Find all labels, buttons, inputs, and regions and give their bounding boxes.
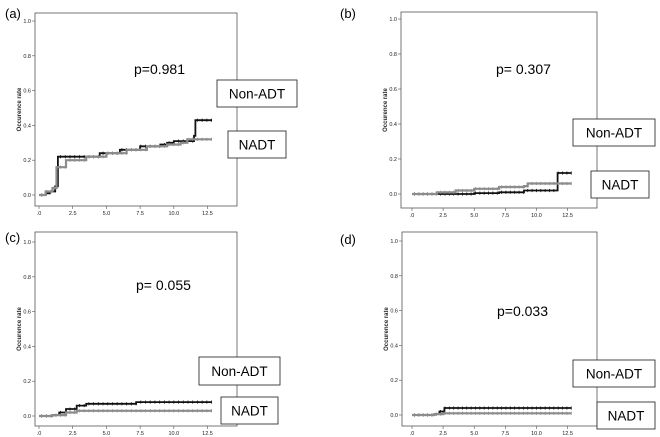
legend-box [572,359,656,388]
x-tick-label: 5.0 [103,211,111,217]
y-tick-label: 0.4 [23,123,31,129]
x-tick-label: 2.5 [439,431,447,437]
y-tick-label: 0.6 [390,309,398,315]
legend-box [572,118,656,147]
p-value-label: p=0.981 [134,61,185,77]
y-tick-label: 0.6 [389,87,397,93]
panel-label: (c) [5,230,20,245]
p-value-label: p= 0.307 [496,61,551,77]
legend-label-nadt: NADT [239,138,276,153]
chart-panel-b: (b) 0.0 0.2 0.4 0.6 0.8 1.0 .0 2.5 5.0 7.5 10.0 12.5… [340,6,656,219]
x-tick-label: 7.5 [136,431,144,437]
y-tick-label: 0.2 [23,158,31,164]
y-tick-label: 0.4 [389,122,397,128]
y-tick-label: 0.4 [23,344,31,350]
y-tick-label: 0.6 [23,310,31,316]
x-tick-label: 10.0 [168,431,179,437]
legend-label-non-adt: Non-ADT [229,87,285,102]
p-value-label: p=0.033 [497,303,548,319]
legend-label-non-adt: Non-ADT [586,126,642,141]
legend-box [596,401,656,430]
series-line-nadt [39,138,212,197]
legend-label-non-adt: Non-ADT [211,364,267,379]
y-axis-label: Occurence rate [17,306,23,350]
x-tick-label: 2.5 [69,211,77,217]
plot-frame [401,231,598,427]
legend-label-nadt: NADT [608,409,645,424]
panel-label: (d) [340,232,356,247]
x-tick-label: 10.0 [531,431,542,437]
legend-box [198,356,281,386]
x-tick-label: 7.5 [502,431,510,437]
x-tick-label: 7.5 [502,213,510,219]
y-axis-label: Occurence rate [383,87,389,131]
y-axis-label: Occurence rate [384,306,390,350]
y-tick-label: 0.4 [390,343,398,349]
x-tick-label: 12.5 [562,431,573,437]
x-tick-label: 5.0 [470,213,478,219]
legend-label-non-adt: Non-ADT [586,367,642,382]
p-value-label: p= 0.055 [136,277,191,293]
legend-box [227,130,287,159]
y-tick-label: 1.0 [23,19,31,25]
plot-frame [400,11,598,209]
y-tick-label: 0.8 [389,52,397,58]
y-tick-label: 0.8 [23,275,31,281]
y-tick-label: 1.0 [23,240,31,246]
y-tick-label: 0.0 [23,414,31,420]
x-tick-label: 10.0 [168,211,179,217]
y-tick-label: 1.0 [390,239,398,245]
y-tick-label: 0.2 [389,157,397,163]
panel-label: (a) [5,6,21,21]
y-axis-label: Occurence rate [17,87,23,131]
y-tick-label: 0.8 [23,54,31,60]
legend-box [590,170,650,199]
series-line-nadt [412,182,572,196]
chart-panel-c: (c) 0.0 0.2 0.4 0.6 0.8 1.0 .0 2.5 5.0 7.5 10.0 12.5… [5,230,281,437]
series-line-non-adt [412,172,572,195]
x-tick-label: .0 [37,431,42,437]
y-tick-label: 0.2 [23,379,31,385]
series-line-nadt [412,412,572,417]
x-tick-label: 12.5 [202,211,213,217]
chart-panel-d: (d) 0.0 0.2 0.4 0.6 0.8 1.0 .0 2.5 5.0 7.5 10.0 12.5… [340,231,656,437]
y-tick-label: 0.0 [390,413,398,419]
legend-label-nadt: NADT [231,404,268,419]
legend-box [216,79,298,108]
y-tick-label: 1.0 [389,17,397,23]
series-line-nadt [39,409,212,418]
x-tick-label: .0 [37,211,42,217]
x-tick-label: .0 [410,213,415,219]
legend-label-nadt: NADT [602,178,639,193]
y-tick-label: 0.0 [23,193,31,199]
x-tick-label: 12.5 [562,213,573,219]
y-tick-label: 0.6 [23,89,31,95]
x-tick-label: 5.0 [470,431,478,437]
x-tick-label: 5.0 [103,431,111,437]
panel-label: (b) [340,6,356,21]
y-tick-label: 0.2 [390,378,398,384]
x-tick-label: 12.5 [202,431,213,437]
chart-panel-a: (a) 0.0 0.2 0.4 0.6 0.8 1.0 .0 2.5 5.0 7.5 10.0 12.5… [5,6,298,217]
x-tick-label: .0 [410,431,415,437]
plot-frame [34,231,238,427]
y-tick-label: 0.8 [390,274,398,280]
x-tick-label: 2.5 [439,213,447,219]
plot-frame [34,12,238,207]
x-tick-label: 2.5 [69,431,77,437]
x-tick-label: 7.5 [136,211,144,217]
y-tick-label: 0.0 [389,192,397,198]
legend-box [220,396,279,425]
x-tick-label: 10.0 [531,213,542,219]
